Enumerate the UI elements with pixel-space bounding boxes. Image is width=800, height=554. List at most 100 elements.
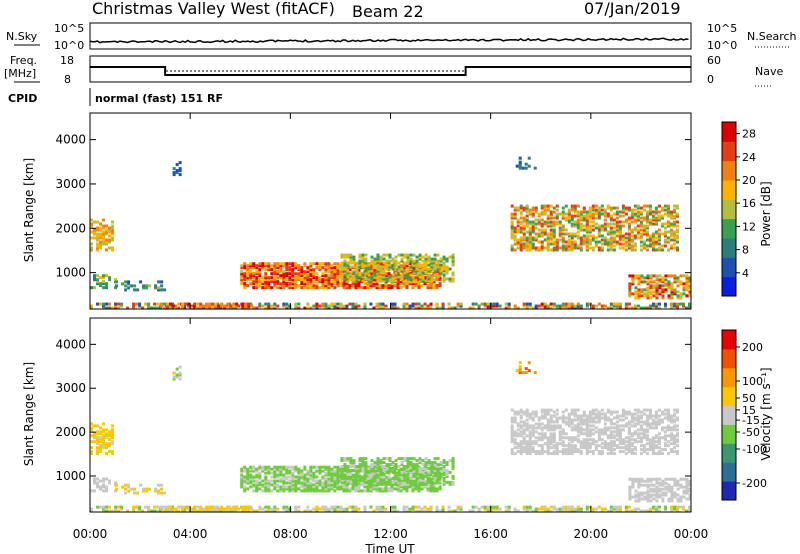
power-cell <box>267 280 271 284</box>
power-cell <box>426 306 430 310</box>
power-cell <box>579 218 583 222</box>
power-cell <box>364 261 368 265</box>
power-cell <box>657 248 661 252</box>
power-cell <box>519 238 523 242</box>
velocity-cell <box>609 434 613 438</box>
velocity-cell <box>519 440 523 444</box>
power-cell <box>666 212 670 216</box>
velocity-cell <box>522 440 526 444</box>
power-cell <box>679 282 683 286</box>
power-cell <box>358 261 362 265</box>
power-cell <box>643 276 647 280</box>
velocity-cell <box>658 487 662 491</box>
power-cell <box>609 222 613 226</box>
velocity-cell <box>540 444 544 448</box>
power-cell <box>379 267 383 271</box>
velocity-cell <box>102 428 106 432</box>
power-colorbar-label: Power [dB] <box>759 181 773 246</box>
power-cell <box>442 263 446 267</box>
velocity-cell <box>102 479 106 483</box>
power-cell <box>391 263 395 267</box>
power-cell <box>102 276 106 280</box>
power-cell <box>649 274 653 278</box>
velocity-cell <box>343 459 347 463</box>
power-cell <box>486 304 490 308</box>
power-cell <box>372 276 376 280</box>
velocity-cell <box>321 465 325 469</box>
power-cell <box>297 272 301 276</box>
velocity-cell <box>637 485 641 489</box>
velocity-cell <box>531 412 535 416</box>
velocity-cell <box>426 507 430 511</box>
velocity-cell <box>435 509 439 513</box>
power-cell <box>518 164 522 168</box>
power-cell <box>333 270 337 274</box>
velocity-cell <box>600 408 604 412</box>
power-cell <box>306 270 310 274</box>
velocity-cell <box>624 422 628 426</box>
velocity-cell <box>643 483 647 487</box>
velocity-cell <box>591 442 595 446</box>
velocity-cell <box>570 408 574 412</box>
velocity-cell <box>546 442 550 446</box>
velocity-cell <box>396 509 400 513</box>
velocity-cell <box>582 422 586 426</box>
velocity-cell <box>637 497 641 501</box>
velocity-cell <box>636 414 640 418</box>
velocity-cell <box>90 446 93 450</box>
power-cell <box>513 238 517 242</box>
velocity-cell <box>252 509 256 513</box>
power-cell <box>549 230 553 234</box>
velocity-cell <box>267 489 271 493</box>
velocity-cell <box>673 483 677 487</box>
velocity-cell <box>159 509 163 513</box>
power-cell <box>594 216 598 220</box>
power-cell <box>642 228 646 232</box>
velocity-cell <box>441 505 445 509</box>
power-cell <box>540 240 544 244</box>
power-cell <box>657 306 661 310</box>
power-cell <box>294 286 298 290</box>
velocity-cell <box>534 414 538 418</box>
velocity-cell <box>406 459 410 463</box>
velocity-cell <box>327 509 331 513</box>
velocity-cell <box>264 467 268 471</box>
velocity-cell <box>669 450 673 454</box>
power-cell <box>258 304 262 308</box>
power-cell <box>288 304 292 308</box>
velocity-cell <box>627 428 631 432</box>
power-cell <box>160 284 164 288</box>
velocity-cell <box>615 434 619 438</box>
velocity-cell <box>442 466 446 470</box>
power-cell <box>483 304 487 308</box>
power-cell <box>552 302 556 306</box>
power-cell <box>121 282 125 286</box>
power-cell <box>663 238 667 242</box>
power-cell <box>243 282 247 286</box>
velocity-cell <box>657 432 661 436</box>
velocity-cell <box>102 442 106 446</box>
velocity-cell <box>369 505 373 509</box>
velocity-cell <box>361 463 365 467</box>
velocity-cell <box>372 487 376 491</box>
velocity-cell <box>312 489 316 493</box>
velocity-cell <box>309 483 313 487</box>
velocity-cell <box>591 416 595 420</box>
power-cell <box>618 306 622 310</box>
velocity-cell <box>252 479 256 483</box>
velocity-cell <box>627 448 631 452</box>
velocity-cell <box>211 507 215 511</box>
power-cell <box>294 266 298 270</box>
velocity-cell <box>426 487 430 491</box>
power-cell <box>621 242 625 246</box>
power-cell <box>175 306 179 310</box>
velocity-cell <box>528 434 532 438</box>
velocity-cell <box>133 487 137 491</box>
power-colorbar-segment <box>722 160 736 181</box>
velocity-cell <box>642 422 646 426</box>
velocity-cell <box>294 467 298 471</box>
power-cell <box>171 306 175 310</box>
velocity-cell <box>597 428 601 432</box>
power-cell <box>276 276 280 280</box>
velocity-cell <box>336 465 340 469</box>
